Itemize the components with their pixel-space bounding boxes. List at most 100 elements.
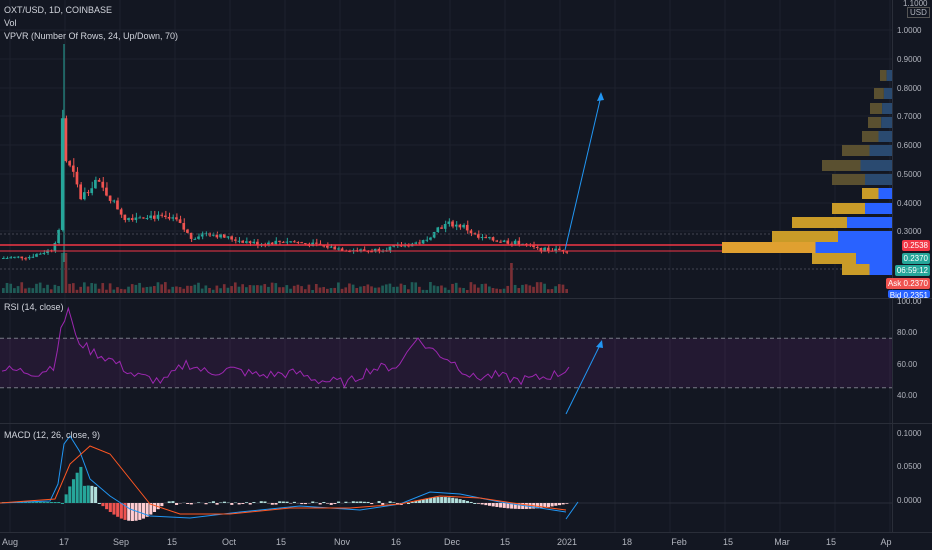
volume-bar: [156, 282, 160, 293]
rsi-axis[interactable]: 100.00 80.00 60.00 40.00: [892, 297, 932, 423]
macd-histogram-bar: [35, 502, 39, 503]
volume-bar: [101, 283, 105, 293]
macd-histogram-bar: [322, 501, 326, 503]
macd-histogram-bar: [108, 503, 112, 512]
volume-bar: [149, 286, 152, 293]
macd-chart[interactable]: [0, 424, 892, 532]
volume-bar: [278, 287, 281, 293]
macd-histogram-bar: [38, 502, 42, 503]
macd-histogram-bar: [565, 503, 569, 504]
volume-bar: [447, 289, 451, 293]
macd-histogram-bar: [550, 503, 554, 507]
candle-body: [141, 217, 145, 219]
volume-bar: [550, 289, 554, 293]
macd-histogram-bar: [539, 503, 543, 508]
candle-body: [359, 249, 362, 251]
rsi-tick: 100.00: [897, 297, 922, 306]
price-axis[interactable]: 1.1000 USD 1.0000 0.9000 0.8000 0.7000 0…: [892, 0, 932, 298]
macd-axis[interactable]: 0.1000 0.0500 0.0000: [892, 424, 932, 532]
macd-histogram-bar: [429, 497, 433, 503]
volume-bar: [259, 285, 263, 293]
vpvr-bar: [880, 70, 887, 81]
candle-body: [219, 234, 222, 238]
volume-bar: [219, 288, 222, 293]
rsi-chart[interactable]: [0, 299, 892, 423]
vpvr-bar: [838, 231, 892, 242]
macd-histogram-bar: [97, 503, 101, 504]
macd-histogram-bar: [543, 503, 547, 508]
candle-body: [495, 240, 499, 242]
volume-bar: [189, 285, 193, 293]
candle-body: [193, 238, 197, 240]
currency-top: 1.1000: [903, 0, 928, 8]
macd-histogram-bar: [60, 503, 64, 504]
price-chart[interactable]: [0, 0, 892, 298]
volume-bar: [86, 286, 90, 293]
volume-bar: [521, 284, 524, 293]
volume-bar: [267, 286, 270, 293]
volume-bar: [200, 288, 204, 293]
candle-body: [554, 248, 557, 252]
rsi-label: RSI (14, close): [4, 302, 64, 312]
time-label: 2021: [556, 537, 578, 547]
volume-bar: [340, 288, 344, 293]
macd-histogram-bar: [42, 502, 46, 503]
macd-histogram-bar: [476, 503, 481, 504]
macd-histogram-bar: [381, 503, 385, 505]
candle-body: [57, 229, 60, 244]
volume-bar: [318, 287, 322, 293]
volume-bar: [326, 288, 329, 293]
vpvr-bar: [868, 117, 882, 128]
candle-body: [167, 216, 171, 219]
symbol-title: OXT/USD, 1D, COINBASE: [4, 5, 113, 15]
volume-bar: [175, 286, 178, 293]
macd-histogram-bar: [49, 502, 53, 503]
macd-histogram-bar: [528, 503, 532, 509]
volume-bar: [373, 287, 377, 293]
candle-body: [278, 240, 281, 242]
time-axis[interactable]: [0, 533, 932, 550]
macd-histogram-bar: [425, 498, 429, 503]
macd-histogram-bar: [513, 503, 517, 509]
macd-histogram-bar: [119, 503, 123, 519]
volume-bar: [281, 287, 285, 293]
time-label: 15: [275, 537, 287, 547]
candle-body: [101, 181, 105, 188]
candle-body: [469, 230, 473, 234]
macd-histogram-bar: [237, 503, 241, 505]
volume-bar: [38, 282, 42, 293]
macd-histogram-bar: [491, 503, 495, 507]
volume-label: Vol: [4, 18, 17, 28]
volume-bar: [499, 289, 502, 293]
price-pane[interactable]: OXT/USD, 1D, COINBASE Vol VPVR (Number O…: [0, 0, 892, 298]
vpvr-bar: [882, 103, 892, 114]
candle-body: [432, 232, 436, 238]
volume-bar: [31, 288, 35, 293]
candle-body: [340, 248, 344, 251]
macd-histogram-bar: [252, 502, 256, 503]
volume-bar: [484, 283, 487, 293]
candle-body: [443, 223, 447, 229]
pane-separator[interactable]: [0, 423, 932, 424]
candle-body: [241, 240, 244, 243]
rsi-pane[interactable]: RSI (14, close): [0, 299, 892, 423]
candle-body: [9, 257, 13, 259]
macd-pane[interactable]: MACD (12, 26, close, 9): [0, 424, 892, 532]
volume-bar: [20, 282, 24, 293]
macd-histogram-bar: [462, 500, 466, 503]
volume-bar: [197, 282, 200, 293]
macd-histogram-bar: [495, 503, 499, 507]
volume-bar: [241, 284, 244, 293]
macd-histogram-bar: [554, 503, 558, 506]
candle-body: [256, 241, 259, 246]
time-label: Nov: [333, 537, 351, 547]
candle-body: [510, 243, 513, 245]
volume-bar: [211, 289, 215, 293]
pane-separator[interactable]: [0, 298, 932, 299]
volume-bar: [502, 288, 506, 293]
candle-body: [333, 246, 337, 250]
volume-bar: [119, 288, 123, 293]
time-label: 15: [825, 537, 837, 547]
macd-histogram-bar: [285, 501, 289, 503]
volume-bar: [292, 285, 296, 293]
